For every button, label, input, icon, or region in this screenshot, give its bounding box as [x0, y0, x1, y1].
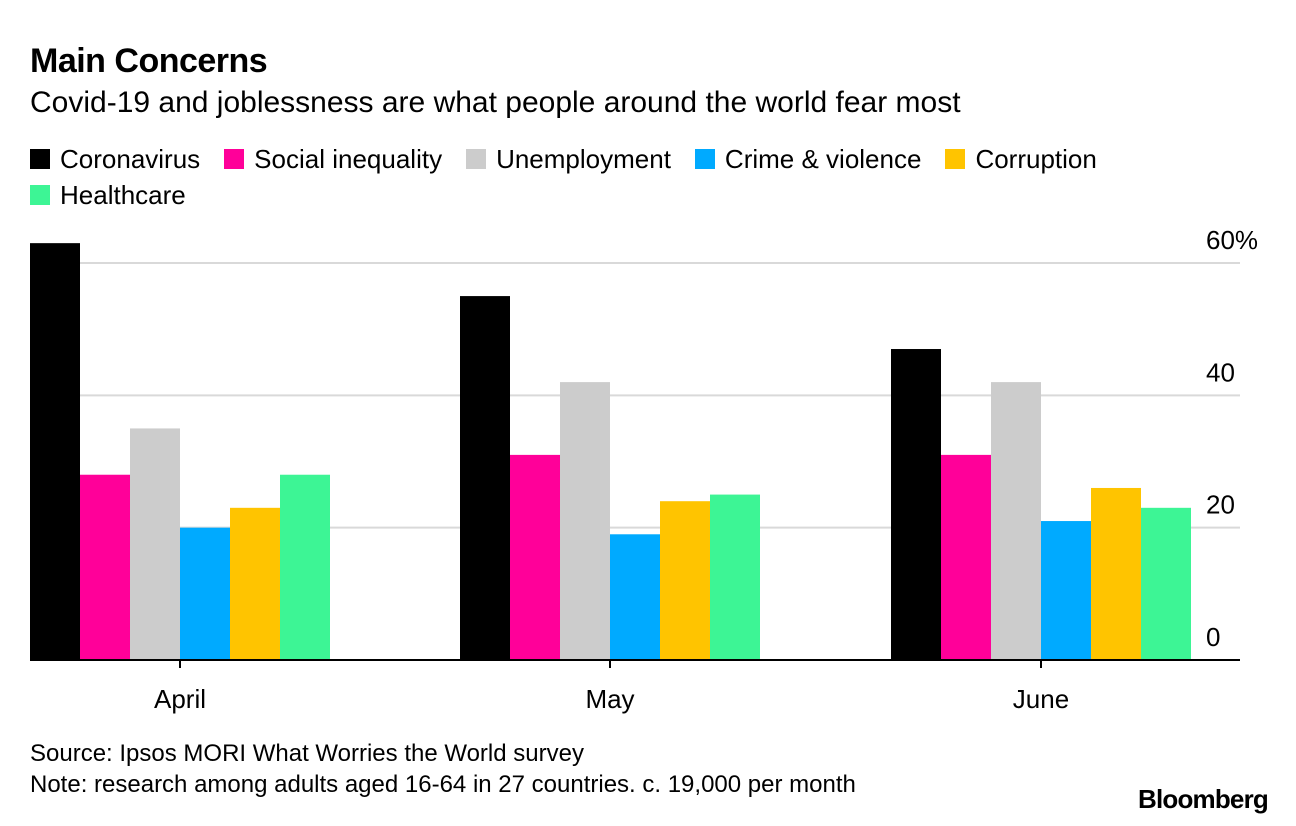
legend-swatch [945, 149, 966, 169]
bar-social-inequality-may [510, 454, 560, 660]
bar-healthcare-april [280, 474, 330, 660]
bar-coronavirus-may [460, 296, 510, 660]
legend-swatch [466, 149, 487, 169]
legend-swatch [694, 149, 715, 169]
legend-item: Unemployment [466, 143, 671, 174]
legend-item: Corruption [945, 143, 1097, 174]
bar-corruption-june [1091, 487, 1141, 660]
bar-crime-violence-june [1041, 521, 1091, 660]
legend: Coronavirus Social inequality Unemployment… [30, 143, 1250, 210]
bar-social-inequality-april [80, 474, 130, 660]
x-tick-label: April [154, 684, 206, 714]
legend-label: Crime & violence [724, 143, 922, 174]
chart-subtitle: Covid-19 and joblessness are what people… [30, 86, 961, 119]
bar-crime-violence-april [180, 527, 230, 660]
legend-item: Social inequality [224, 143, 443, 174]
legend-item: Healthcare [30, 179, 186, 210]
legend-item: Coronavirus [30, 143, 201, 174]
legend-swatch [30, 149, 50, 169]
legend-swatch [30, 185, 50, 205]
research-note: Note: research among adults aged 16-64 i… [30, 771, 856, 798]
legend-swatch [224, 149, 245, 169]
bar-healthcare-june [1141, 507, 1191, 660]
bar-crime-violence-may [610, 534, 660, 660]
bar-coronavirus-april [30, 243, 80, 660]
y-tick-label: 60% [1206, 225, 1258, 255]
legend-label: Social inequality [254, 143, 443, 174]
chart-title: Main Concerns [30, 42, 268, 80]
bar-coronavirus-june [891, 349, 941, 660]
bar-corruption-may [660, 501, 710, 660]
legend-label: Healthcare [60, 179, 186, 210]
bar-corruption-april [230, 507, 280, 660]
bar-unemployment-may [560, 382, 610, 660]
x-tick-label: June [1013, 684, 1069, 714]
bar-social-inequality-june [941, 454, 991, 660]
legend-item: Crime & violence [694, 143, 922, 174]
bar-unemployment-april [130, 428, 180, 660]
y-tick-label: 0 [1206, 622, 1220, 652]
bar-healthcare-may [710, 494, 760, 660]
source-note: Source: Ipsos MORI What Worries the Worl… [30, 740, 584, 767]
legend-label: Corruption [975, 143, 1097, 174]
legend-label: Unemployment [496, 143, 671, 174]
x-tick-label: May [585, 684, 634, 714]
y-tick-label: 20 [1206, 490, 1235, 520]
legend-label: Coronavirus [60, 143, 201, 174]
bar-unemployment-june [991, 382, 1041, 660]
bar-chart: 0 20 40 60% April May June [30, 225, 1258, 714]
bloomberg-logo: Bloomberg [1137, 784, 1269, 814]
y-tick-label: 40 [1206, 357, 1235, 387]
